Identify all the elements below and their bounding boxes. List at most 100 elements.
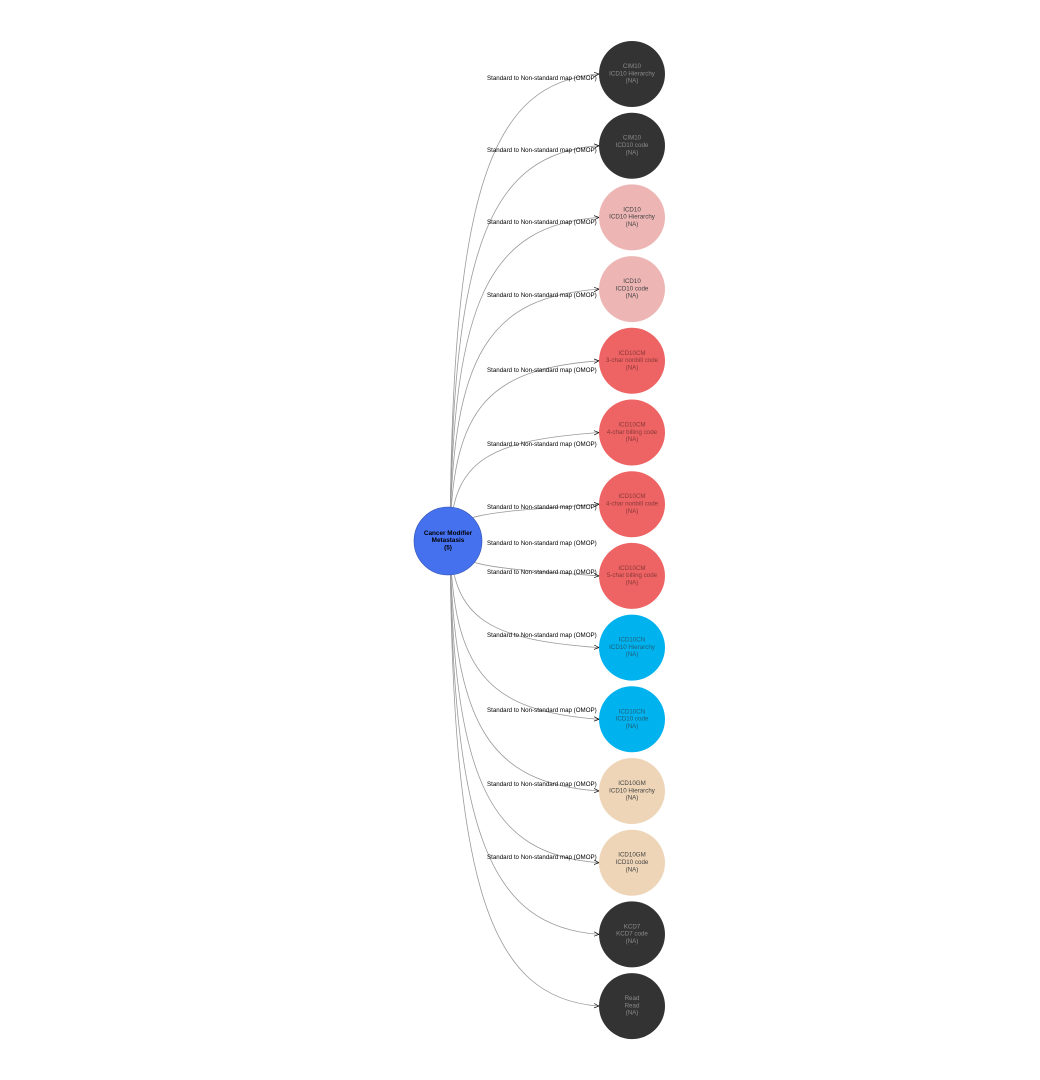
target-node-label: Read [625, 995, 640, 1002]
target-node-label: Read [625, 1002, 640, 1009]
target-node-circle[interactable] [599, 973, 665, 1040]
target-node-label: ICD10 code [616, 285, 649, 292]
target-node-circle[interactable] [599, 41, 665, 107]
target-node-label: (NA) [626, 78, 639, 85]
target-node-circle[interactable] [599, 112, 665, 179]
edge-labels-layer: Standard to Non-standard map (OMOP) Stand… [487, 75, 597, 861]
target-node-label: ICD10 code [616, 142, 649, 149]
target-node-label: (NA) [626, 723, 639, 730]
target-node-label: (NA) [626, 149, 639, 156]
edge-label: Standard to Non-standard map (OMOP) [487, 781, 597, 788]
target-node-circle[interactable] [599, 686, 665, 753]
target-node-label: ICD10 [623, 206, 641, 213]
mapping-edge [449, 538, 599, 719]
center-node-label: Cancer Modifier [424, 530, 473, 537]
edge-label: Standard to Non-standard map (OMOP) [487, 219, 597, 226]
mapping-edge [449, 538, 599, 1006]
target-node-label: (NA) [626, 938, 639, 945]
target-node-label: ICD10CN [619, 708, 645, 715]
edge-label: Standard to Non-standard map (OMOP) [487, 147, 597, 154]
edge-label: Standard to Non-standard map (OMOP) [487, 441, 597, 448]
target-node-label: ICD10 Hierarchy [609, 644, 656, 651]
target-node-label: ICD10 Hierarchy [609, 214, 656, 221]
target-node-label: ICD10CM [618, 565, 645, 572]
target-node-circle[interactable] [599, 471, 665, 538]
target-node-label: (NA) [626, 1010, 639, 1017]
mapping-edge [449, 538, 599, 863]
target-node-label: ICD10 Hierarchy [609, 787, 656, 794]
edge-label: Standard to Non-standard map (OMOP) [487, 292, 597, 299]
target-node-circle[interactable] [599, 256, 665, 323]
target-node-label: ICD10 code [616, 716, 649, 723]
target-node-circle[interactable] [599, 901, 665, 968]
target-node-label: 5-char billing code [607, 572, 658, 579]
target-node-circle[interactable] [599, 758, 665, 824]
edge-label: Standard to Non-standard map (OMOP) [487, 854, 597, 861]
target-node-label: (NA) [626, 436, 639, 443]
target-node-label: ICD10GM [618, 780, 646, 787]
target-node-label: (NA) [626, 364, 639, 371]
edge-label: Standard to Non-standard map (OMOP) [487, 367, 597, 374]
target-node-label: ICD10 code [616, 859, 649, 866]
edge-label: Standard to Non-standard map (OMOP) [487, 569, 597, 576]
edge-label: Standard to Non-standard map (OMOP) [487, 707, 597, 714]
target-node-label: ICD10GM [618, 852, 646, 859]
target-node-label: CIM10 [623, 63, 642, 70]
mapping-edge [449, 538, 599, 934]
target-node-label: KCD7 code [616, 931, 648, 938]
target-node-label: ICD10CN [619, 637, 645, 644]
edge-label: Standard to Non-standard map (OMOP) [487, 540, 597, 547]
target-node-label: ICD10CM [618, 350, 645, 357]
target-node-label: (NA) [626, 293, 639, 300]
edge-label: Standard to Non-standard map (OMOP) [487, 75, 597, 82]
mapping-edge [449, 217, 599, 540]
target-node-label: ICD10 Hierarchy [609, 70, 656, 77]
edge-label: Standard to Non-standard map (OMOP) [487, 504, 597, 511]
target-node-circle[interactable] [599, 184, 665, 251]
center-node-label: Metastasis [432, 537, 465, 544]
target-node-label: (NA) [626, 795, 639, 802]
center-node-label: (5) [444, 544, 452, 551]
mapping-edge [449, 146, 599, 540]
target-node-label: 4-char billing code [607, 429, 658, 436]
center-node-circle[interactable] [413, 506, 483, 576]
target-node-label: 3-char nonbill code [606, 357, 659, 364]
target-node-circle[interactable] [599, 829, 665, 896]
target-node-label: KCD7 [624, 923, 641, 930]
mapping-edge [449, 74, 599, 540]
target-node-label: (NA) [626, 651, 639, 658]
mapping-edge [449, 361, 599, 540]
target-node-label: (NA) [626, 580, 639, 587]
target-node-circle[interactable] [599, 399, 665, 466]
target-node-circle[interactable] [599, 614, 665, 681]
target-node-label: CIM10 [623, 135, 642, 142]
target-node-circle[interactable] [599, 542, 665, 609]
target-node-label: (NA) [626, 221, 639, 228]
target-node-label: ICD10CM [618, 422, 645, 429]
target-node-label: ICD10 [623, 278, 641, 285]
target-node-circle[interactable] [599, 327, 665, 394]
target-node-label: (NA) [626, 866, 639, 873]
target-node-label: ICD10CM [618, 493, 645, 500]
edge-label: Standard to Non-standard map (OMOP) [487, 632, 597, 639]
target-node-label: 4-char nonbill code [606, 501, 659, 508]
target-node-label: (NA) [626, 508, 639, 515]
